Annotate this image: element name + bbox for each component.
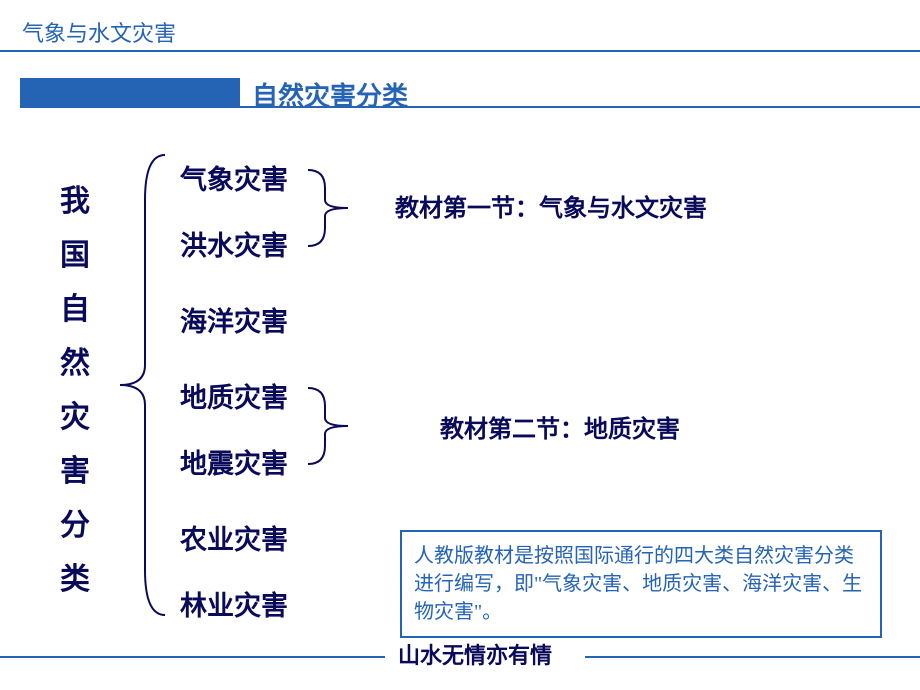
- header-title: 气象与水文灾害: [22, 16, 176, 48]
- category-item: 气象灾害: [180, 158, 288, 197]
- main-label-vertical: 我国自然灾害分类: [60, 175, 90, 607]
- annotation-1: 教材第一节：气象与水文灾害: [395, 188, 707, 223]
- footer-line-left: [0, 656, 385, 658]
- small-brace-2-icon: [303, 376, 358, 476]
- category-item: 林业灾害: [180, 584, 288, 623]
- category-item: 地质灾害: [180, 376, 288, 415]
- category-item: 地震灾害: [180, 442, 288, 481]
- small-brace-1-icon: [303, 158, 358, 258]
- category-item: 海洋灾害: [180, 300, 288, 339]
- category-item: 洪水灾害: [180, 224, 288, 263]
- footer-line-right: [585, 656, 920, 658]
- footer-text: 山水无情亦有情: [398, 638, 552, 670]
- header-line: [0, 50, 920, 52]
- annotation-2: 教材第二节：地质灾害: [440, 409, 680, 444]
- section-underline: [240, 106, 920, 108]
- main-brace-icon: [110, 150, 170, 620]
- note-box: 人教版教材是按照国际通行的四大类自然灾害分类进行编写，即"气象灾害、地质灾害、海…: [400, 530, 882, 638]
- category-item: 农业灾害: [180, 518, 288, 557]
- section-bar: [20, 78, 240, 108]
